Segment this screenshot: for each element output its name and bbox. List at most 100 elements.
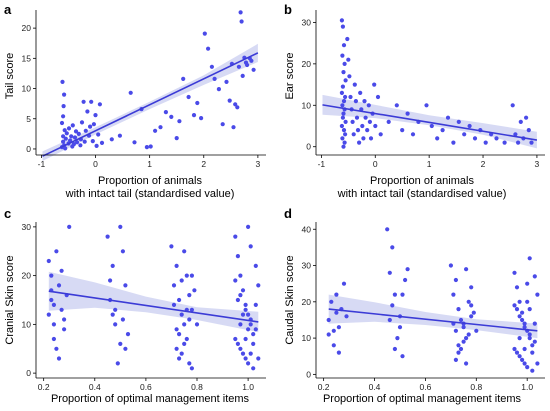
panel-c-point: [246, 312, 251, 317]
panel-d-point: [522, 321, 527, 326]
panel-d-point: [517, 336, 522, 341]
panel-a-point: [79, 120, 85, 125]
panel-d-regression-line: [328, 308, 538, 332]
panel-d-point: [530, 368, 535, 373]
panel-d-xlabel: Proportion of optimal management items: [323, 393, 522, 405]
panel-c-point: [253, 327, 258, 332]
panel-d-point: [387, 270, 392, 275]
panel-b-x-tick-label: -1: [318, 159, 326, 169]
panel-a-point: [212, 76, 217, 81]
panel-d-point: [532, 274, 537, 279]
panel-b-point: [358, 90, 363, 95]
panel-b-point: [339, 123, 344, 129]
panel-c-point: [235, 254, 240, 259]
panel-b-confidence-band: [322, 94, 537, 149]
panel-c-point: [120, 249, 125, 254]
panel-b-point: [340, 115, 345, 120]
panel-a-point: [66, 126, 72, 131]
panel-b-point: [375, 94, 381, 100]
panel-a-point: [63, 136, 68, 141]
panel-d-point: [522, 346, 527, 352]
panel-a-point: [76, 131, 81, 136]
panel-a-y-tick-label: 20: [22, 23, 32, 33]
panel-d-point: [512, 346, 517, 352]
panel-d-point: [456, 343, 461, 348]
panel-b-point: [357, 140, 362, 145]
panel-a-point: [69, 134, 74, 139]
panel-d-point: [341, 281, 347, 286]
panel-c-point: [233, 234, 238, 239]
panel-c-point: [62, 317, 67, 322]
panel-c-point: [251, 341, 256, 346]
panel-c-point: [59, 307, 64, 312]
panel-d-point: [464, 336, 469, 341]
panel-a-point: [81, 99, 86, 104]
panel-a-point: [82, 139, 87, 144]
panel-d-y-tick-label: 30: [302, 261, 312, 271]
panel-b-regression-line: [322, 104, 538, 141]
panel-c-point: [184, 336, 189, 342]
panel-a-point: [61, 134, 66, 139]
panel-b-point: [341, 144, 346, 149]
panel-d-point: [466, 332, 471, 337]
panel-c-point: [46, 312, 51, 317]
panel-c-ylabel: Cranial Skin score: [4, 255, 16, 344]
panel-a-point: [85, 109, 90, 114]
panel-c-point: [49, 297, 54, 303]
panel-a-point: [94, 143, 99, 148]
panel-a-point: [209, 64, 214, 69]
panel-b-point: [360, 123, 365, 129]
panel-c-point: [189, 273, 194, 278]
panel-d-point: [331, 343, 336, 348]
panel-b-point: [350, 119, 355, 124]
panel-c-point: [56, 356, 62, 361]
panel-d-point: [329, 299, 334, 304]
panel-a: a Tail score Proportion of animals with …: [4, 2, 266, 200]
panel-d-point: [522, 361, 527, 366]
panel-a-point: [186, 94, 191, 100]
panel-c-point: [118, 224, 123, 229]
panel-d-y-tick-label: 40: [302, 224, 312, 234]
panel-d-point: [535, 292, 540, 297]
panel-a-x-tick-label: 2: [201, 159, 206, 169]
panel-b-point: [340, 136, 345, 141]
panel-c-point: [177, 297, 182, 303]
panel-d-point: [336, 350, 341, 355]
panel-a-point: [177, 119, 182, 124]
panel-c-point: [233, 278, 238, 283]
panel-b-point: [372, 82, 377, 87]
panel-d-x-tick-label: 0.6: [419, 382, 431, 392]
panel-d-point: [403, 277, 408, 283]
panel-c-point: [246, 224, 251, 229]
panel-b-point: [483, 140, 488, 145]
panel-d-point: [453, 277, 458, 283]
panel-b-point: [472, 136, 478, 141]
panel-d-point: [530, 343, 535, 348]
panel-d-point: [525, 299, 530, 304]
panel-c-point: [51, 322, 57, 327]
panel-c-point: [62, 327, 67, 332]
panel-b-ylabel: Ear score: [284, 52, 296, 99]
panel-c-point: [194, 322, 200, 327]
panel-b-point: [373, 123, 378, 129]
panel-a-point: [236, 64, 241, 69]
panel-d-point: [532, 339, 537, 344]
panel-c-point: [120, 317, 125, 322]
panel-d-point: [326, 317, 331, 323]
panel-b-y-tick-label: 30: [302, 17, 312, 27]
panel-c-point: [54, 249, 59, 254]
panel-c-point: [243, 302, 248, 307]
panel-d-point: [520, 317, 525, 323]
panel-c-point: [256, 356, 261, 361]
panel-b-point: [451, 140, 456, 145]
panel-c: c Cranial Skin score Proportion of optim…: [4, 206, 266, 405]
panel-b-point: [526, 128, 531, 133]
panel-c-x-tick-label: 1.0: [242, 382, 254, 392]
panel-a-point: [195, 100, 200, 106]
panel-c-point: [179, 312, 184, 317]
panel-b-point: [445, 115, 451, 120]
panel-a-y-tick-label: 10: [22, 84, 32, 94]
panel-c-point: [240, 288, 246, 293]
panel-c-point: [240, 312, 246, 317]
